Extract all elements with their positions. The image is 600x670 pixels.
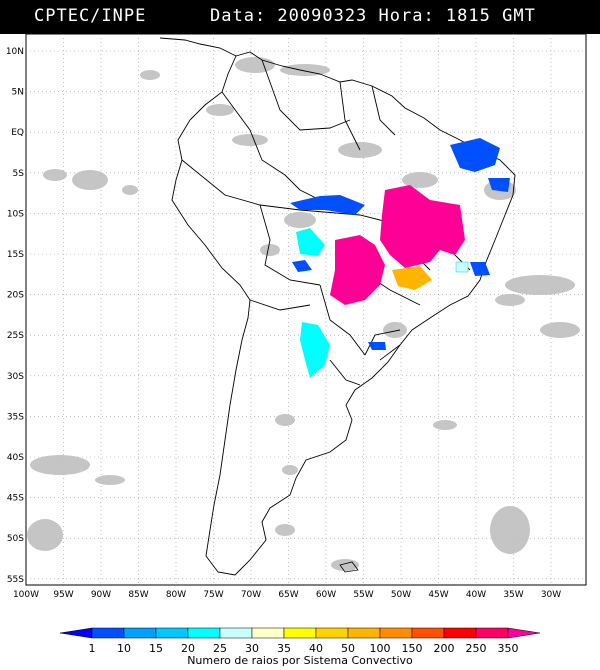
legend-swatch [443,627,477,639]
lon-label: 100W [13,590,39,600]
source-label: CPTEC/INPE [34,6,147,26]
lon-label: 90W [91,590,111,600]
legend-value: 30 [245,642,259,655]
legend-value: 1 [89,642,96,655]
falkland-islands [339,561,359,573]
lon-label: 80W [166,590,186,600]
legend-swatch [59,627,93,639]
lon-label: 55W [353,590,373,600]
datetime-label: Data: 20090323 Hora: 1815 GMT [210,6,536,26]
legend-swatch [219,627,253,639]
lat-label: 5N [12,88,24,98]
legend-swatch [475,627,509,639]
legend-swatch [283,627,317,639]
legend-value: 15 [149,642,163,655]
legend-value: 350 [498,642,519,655]
lat-label: EQ [11,128,24,138]
lat-label: 30S [7,372,24,382]
legend-swatch [507,627,541,639]
map-frame [25,33,587,586]
lat-label: 45S [7,494,24,504]
legend-swatch [251,627,285,639]
lon-label: 45W [428,590,448,600]
lat-label: 10N [6,47,24,57]
lon-label: 70W [241,590,261,600]
legend-title: Numero de raios por Sistema Convectivo [187,654,413,667]
lat-label: 15S [7,250,24,260]
convective-systems [290,138,510,378]
legend-swatch [411,627,445,639]
legend-value: 100 [370,642,391,655]
lon-label: 40W [466,590,486,600]
legend-value: 150 [402,642,423,655]
lat-label: 10S [7,209,24,219]
lat-label: 50S [7,534,24,544]
continent-outline [159,37,516,576]
legend-swatch [155,627,189,639]
lon-label: 75W [203,590,223,600]
legend-value: 20 [181,642,195,655]
legend-value: 50 [341,642,355,655]
legend-swatch [123,627,157,639]
lon-label: 30W [541,590,561,600]
legend-value: 40 [309,642,323,655]
map-header: CPTEC/INPE Data: 20090323 Hora: 1815 GMT [0,0,600,34]
legend-value: 250 [466,642,487,655]
lon-label: 85W [128,590,148,600]
lat-label: 20S [7,291,24,301]
legend-value: 10 [117,642,131,655]
lon-label: 35W [503,590,523,600]
lat-label: 35S [7,412,24,422]
lon-label: 95W [53,590,73,600]
lon-label: 50W [391,590,411,600]
legend-swatch [379,627,413,639]
legend-colorbar: 1 10 15 20 25 30 35 40 50 100 150 200 250 350 [59,627,541,655]
legend-swatch [187,627,221,639]
lat-label: 40S [7,453,24,463]
legend-swatch [347,627,381,639]
legend-swatch [91,627,125,639]
legend-value: 25 [213,642,227,655]
lon-label: 65W [278,590,298,600]
legend-value: 200 [434,642,455,655]
legend-value: 35 [277,642,291,655]
lat-label: 25S [7,331,24,341]
longitude-labels: 100W 95W 90W 85W 80W 75W 70W 65W 60W 55W 50W 45W 40W… [13,590,561,600]
lat-label: 55S [7,575,24,585]
latitude-labels: 10N 5N EQ 5S 10S 15S 20S 25S 30S 35S 40S 45S 50S 55S [6,47,24,585]
lon-label: 60W [316,590,336,600]
lat-label: 5S [13,169,25,179]
legend-swatch [315,627,349,639]
